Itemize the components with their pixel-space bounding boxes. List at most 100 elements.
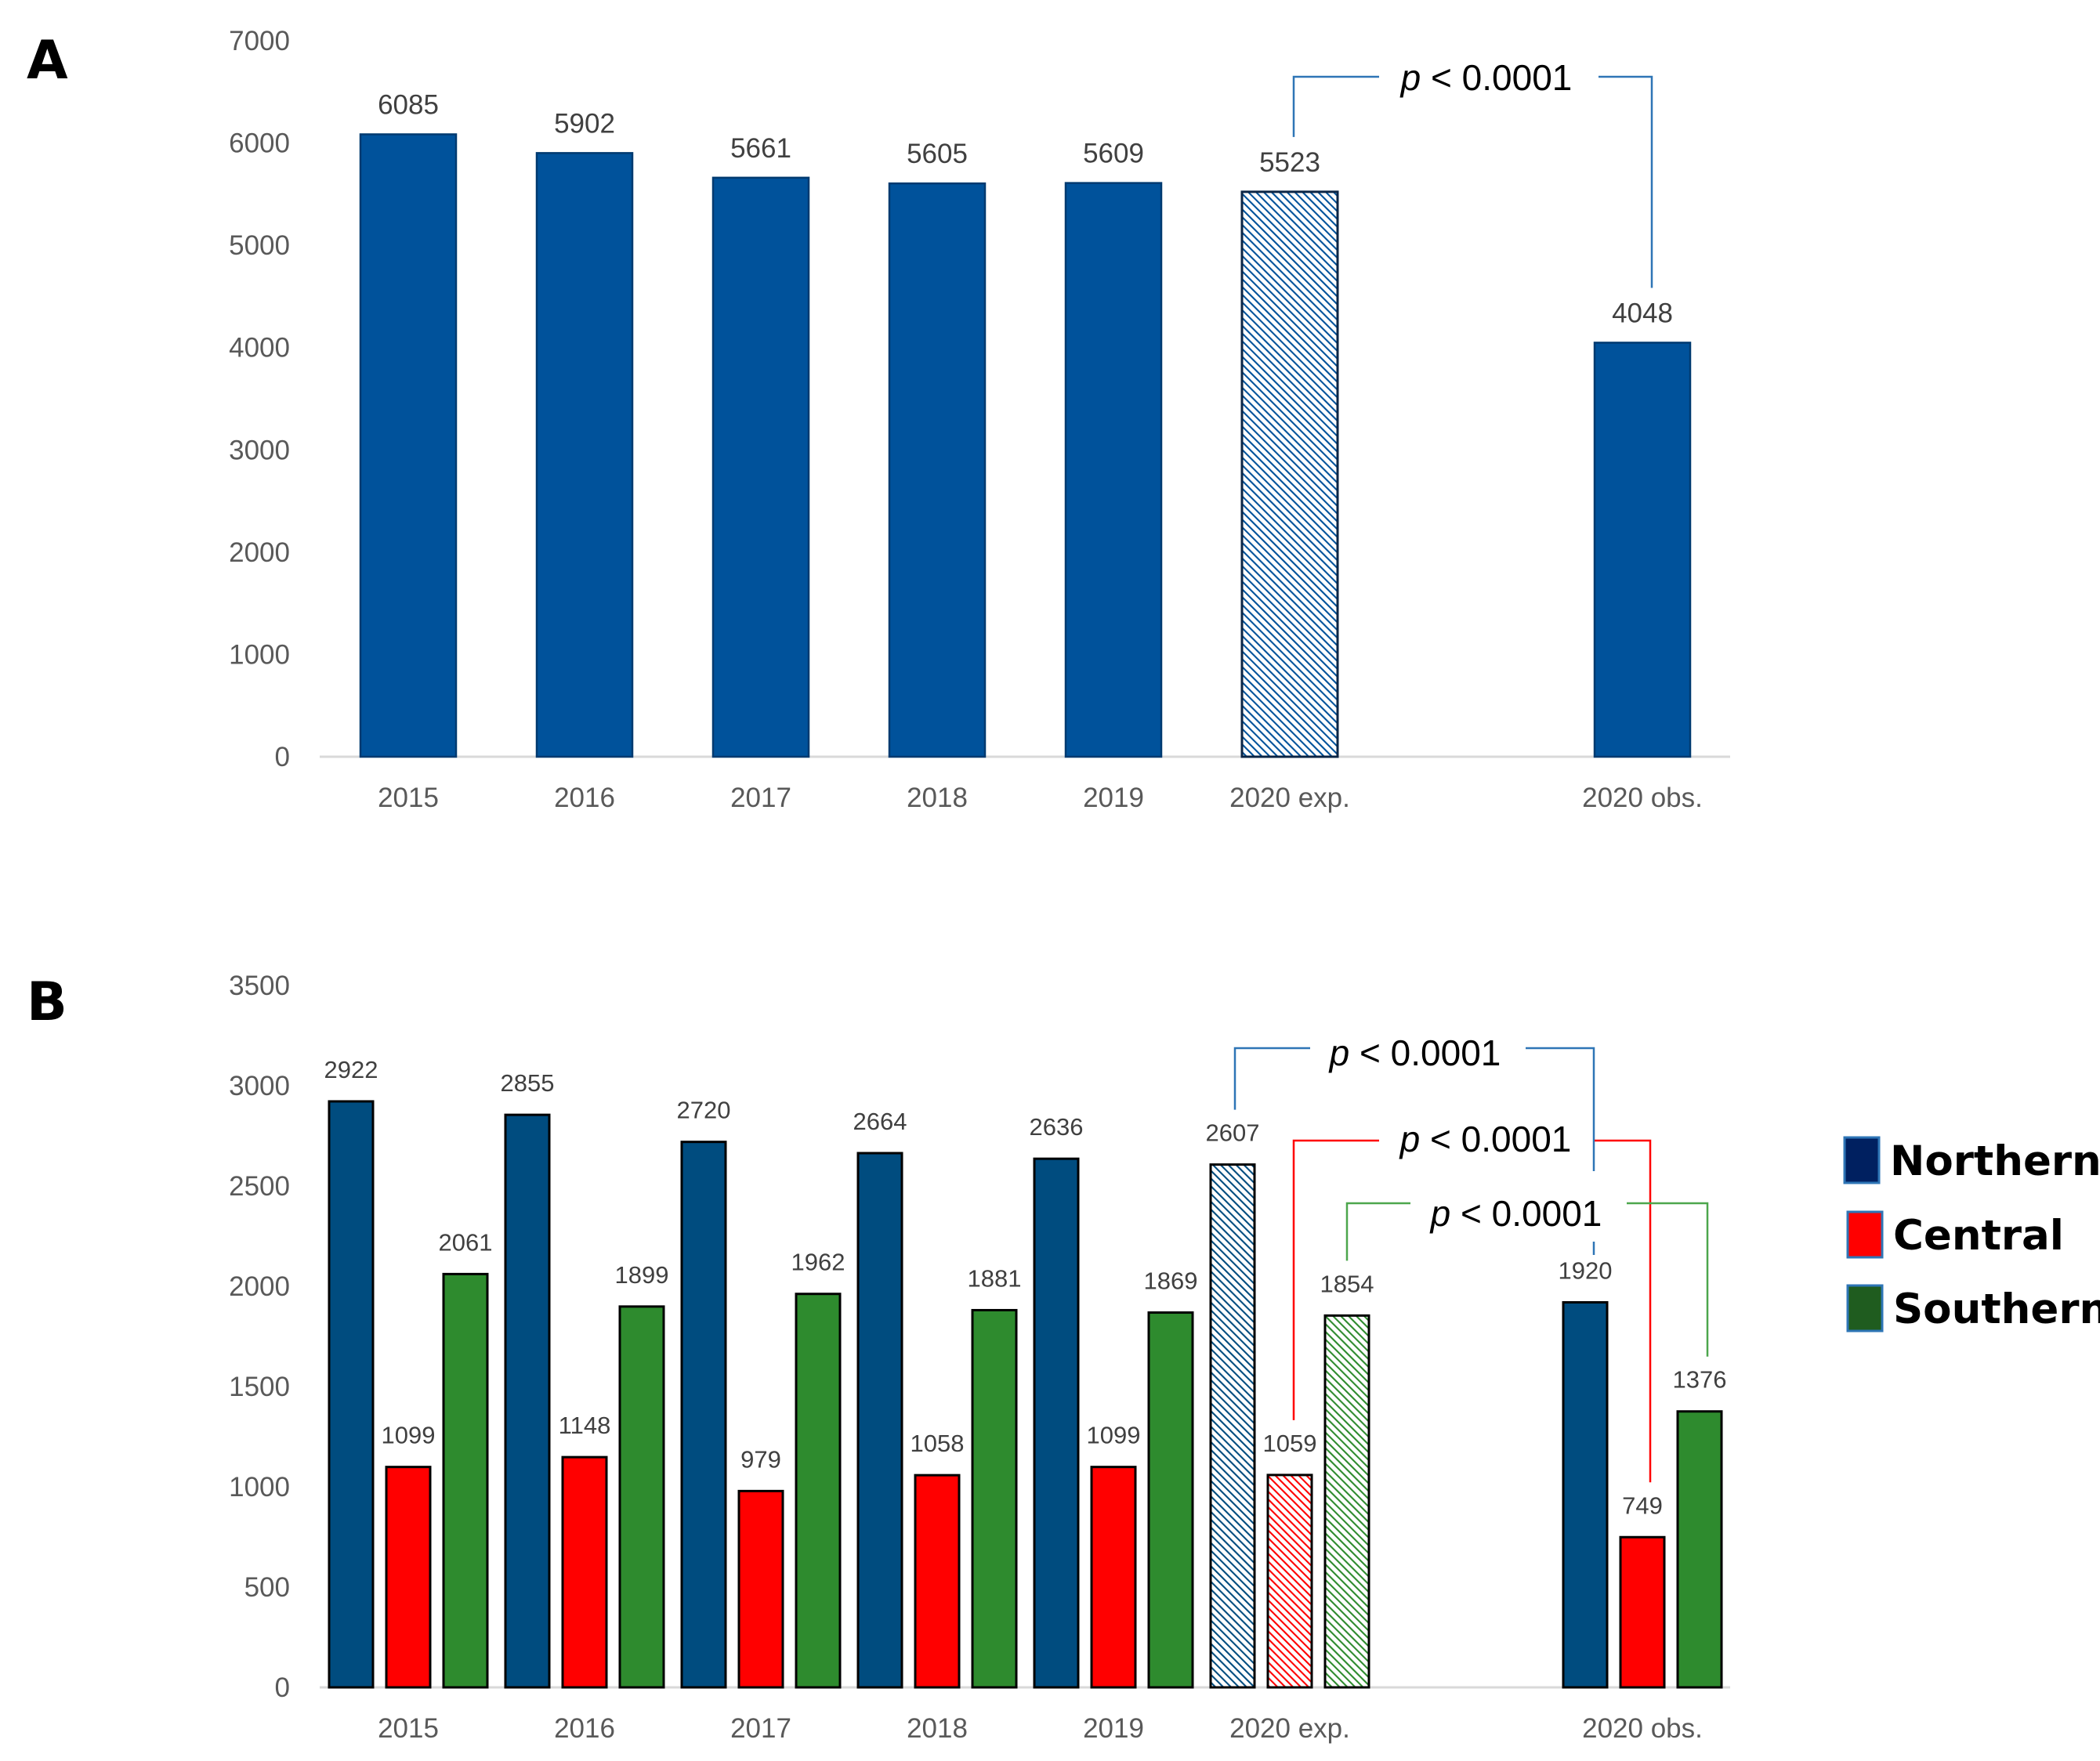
bar-central-2020-exp	[1266, 1474, 1313, 1689]
data-label: 1058	[911, 1430, 965, 1457]
bar-2019	[1064, 182, 1163, 758]
southern-p-value: p < 0.0001	[1429, 1193, 1602, 1234]
y-tick-label: 2500	[229, 1171, 290, 1202]
bar-2017	[711, 176, 810, 758]
data-label: 749	[1622, 1492, 1663, 1519]
y-tick-label: 2000	[229, 1271, 290, 1302]
bar-southern-2016	[618, 1305, 665, 1689]
legend-label-northern: Northern	[1890, 1137, 2100, 1185]
data-label: 1920	[1559, 1257, 1613, 1284]
panel-a-bracket-line	[1292, 75, 1653, 288]
x-tick-label: 2019	[1083, 1713, 1144, 1744]
northern-p-value: p < 0.0001	[1328, 1032, 1501, 1073]
bar-southern-2018	[971, 1308, 1018, 1689]
data-label: 2922	[324, 1056, 378, 1083]
bar-central-2016	[561, 1455, 608, 1689]
bar-southern-2017	[795, 1293, 842, 1689]
bar-2020-exp	[1240, 190, 1339, 758]
bar-southern-2020-obs	[1676, 1410, 1723, 1689]
panel-a-p-value: p < 0.0001	[1399, 57, 1573, 98]
data-label: 4048	[1612, 298, 1673, 328]
y-tick-label: 6000	[229, 128, 290, 159]
legend-swatch-northern	[1843, 1136, 1881, 1184]
y-tick-label: 1000	[229, 1472, 290, 1502]
data-label: 2855	[501, 1069, 555, 1097]
y-tick-label: 4000	[229, 333, 290, 363]
bar-central-2015	[385, 1466, 432, 1689]
data-label: 1099	[382, 1422, 436, 1449]
y-tick-label: 500	[244, 1572, 290, 1603]
bar-northern-2015	[328, 1100, 375, 1689]
x-tick-label: 2020 exp.	[1229, 783, 1350, 813]
bar-northern-2020-obs	[1562, 1300, 1609, 1689]
bar-2020-obs	[1593, 342, 1692, 758]
bar-northern-2017	[680, 1141, 727, 1689]
data-label: 1962	[791, 1249, 845, 1276]
x-tick-label: 2018	[907, 1713, 968, 1744]
panel-b-x-axis: 2015 2016 2017 2018 2019 2020 exp. 2020 obs.	[378, 1713, 1703, 1744]
y-tick-label: 5000	[229, 230, 290, 261]
x-tick-label: 2020 obs.	[1582, 1713, 1703, 1744]
bar-southern-2019	[1147, 1311, 1194, 1689]
data-label: 1376	[1673, 1366, 1727, 1394]
bar-northern-2018	[856, 1152, 903, 1689]
data-label: 1059	[1263, 1430, 1317, 1457]
panel-a-significance-bracket: p < 0.0001	[1292, 57, 1653, 288]
panel-b-y-axis: 0 500 1000 1500 2000 2500 3000 3500	[229, 971, 290, 1703]
data-label: 5523	[1259, 147, 1320, 178]
data-label: 1854	[1320, 1270, 1374, 1297]
y-tick-label: 3000	[229, 435, 290, 465]
y-tick-label: 0	[275, 742, 290, 772]
bar-2018	[888, 182, 987, 758]
data-label: 1148	[559, 1412, 611, 1439]
y-tick-label: 7000	[229, 26, 290, 56]
data-label: 1899	[615, 1261, 669, 1289]
panel-a-bars: 6085 5902 5661 5605 5609 5523 4048	[359, 89, 1692, 758]
panel-a-y-axis: 0 1000 2000 3000 4000 5000 6000 7000	[229, 26, 290, 772]
panel-b-letter: B	[27, 971, 67, 1033]
y-tick-label: 2000	[229, 537, 290, 568]
data-label: 2720	[677, 1097, 731, 1124]
y-tick-label: 1500	[229, 1372, 290, 1402]
bar-southern-2020-exp	[1323, 1314, 1370, 1689]
panel-a-chart: A 0 1000 2000 3000 4000 5000 6000 7000 6085 5902…	[27, 26, 1730, 813]
data-label: 5605	[907, 139, 968, 169]
legend-swatch-southern	[1846, 1284, 1884, 1333]
legend-swatch-central	[1846, 1210, 1884, 1259]
x-tick-label: 2019	[1083, 783, 1144, 813]
x-tick-label: 2015	[378, 783, 439, 813]
bar-central-2017	[737, 1489, 784, 1689]
bar-central-2019	[1090, 1466, 1137, 1689]
x-tick-label: 2017	[730, 783, 791, 813]
panel-a-x-axis: 2015 2016 2017 2018 2019 2020 exp. 2020 obs.	[378, 783, 1703, 813]
bar-southern-2015	[442, 1272, 489, 1689]
data-label: 1099	[1087, 1422, 1141, 1449]
y-tick-label: 3500	[229, 971, 290, 1001]
southern-bracket-line	[1345, 1202, 1709, 1357]
data-label: 1869	[1144, 1267, 1198, 1295]
bar-2015	[359, 133, 458, 758]
legend-label-central: Central	[1893, 1212, 2064, 1260]
data-label: 5609	[1083, 139, 1144, 169]
x-tick-label: 2015	[378, 1713, 439, 1744]
data-label: 979	[740, 1445, 781, 1473]
y-tick-label: 3000	[229, 1071, 290, 1101]
bar-northern-2020-exp	[1209, 1163, 1256, 1689]
x-tick-label: 2016	[554, 1713, 615, 1744]
data-label: 1881	[968, 1264, 1022, 1292]
data-label: 2607	[1206, 1119, 1260, 1147]
data-label: 2061	[439, 1228, 493, 1256]
bar-central-2018	[914, 1474, 961, 1689]
x-tick-label: 2020 exp.	[1229, 1713, 1350, 1744]
bar-central-2020-obs	[1619, 1535, 1666, 1689]
legend-label-southern: Southern	[1893, 1285, 2100, 1333]
x-tick-label: 2018	[907, 783, 968, 813]
bar-2016	[535, 152, 634, 758]
central-p-value: p < 0.0001	[1399, 1119, 1572, 1159]
data-label: 2664	[853, 1108, 907, 1135]
panel-b-chart: B 0 500 1000 1500 2000 2500 3000 3500 2922 2855 2…	[27, 971, 2100, 1744]
y-tick-label: 0	[275, 1672, 290, 1703]
panel-a-letter: A	[27, 30, 68, 92]
bar-northern-2016	[504, 1113, 551, 1689]
